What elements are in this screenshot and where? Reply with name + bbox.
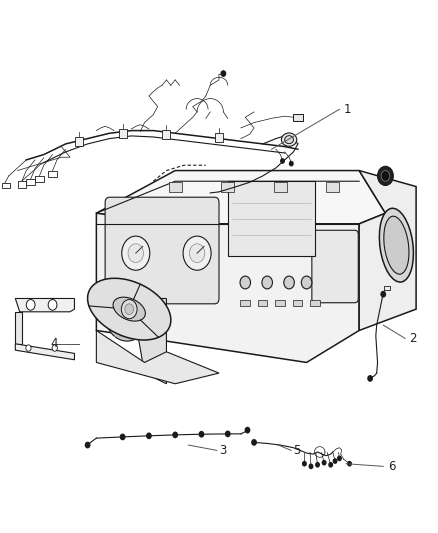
- Text: 5: 5: [293, 444, 301, 457]
- Circle shape: [48, 300, 57, 310]
- Ellipse shape: [105, 288, 149, 341]
- Circle shape: [252, 440, 256, 445]
- Circle shape: [329, 463, 332, 467]
- Polygon shape: [88, 278, 171, 340]
- Bar: [221, 182, 234, 192]
- Circle shape: [122, 236, 150, 270]
- Polygon shape: [113, 297, 145, 321]
- Text: 6: 6: [388, 460, 395, 473]
- Circle shape: [120, 434, 125, 440]
- Circle shape: [316, 463, 319, 467]
- Circle shape: [381, 171, 390, 181]
- FancyBboxPatch shape: [228, 181, 315, 256]
- Text: 4: 4: [50, 337, 58, 350]
- Polygon shape: [131, 298, 166, 384]
- Circle shape: [290, 161, 293, 166]
- Bar: [48, 171, 57, 177]
- Circle shape: [226, 431, 230, 437]
- Bar: [162, 130, 170, 139]
- Circle shape: [147, 433, 151, 439]
- Circle shape: [322, 461, 326, 465]
- Polygon shape: [96, 330, 219, 384]
- Bar: [2, 183, 10, 188]
- Circle shape: [301, 276, 312, 289]
- FancyBboxPatch shape: [105, 197, 219, 304]
- Circle shape: [128, 244, 144, 263]
- Circle shape: [26, 300, 35, 310]
- Circle shape: [26, 345, 31, 351]
- Bar: [293, 300, 302, 306]
- Bar: [18, 181, 26, 188]
- Circle shape: [303, 462, 306, 466]
- Bar: [326, 182, 339, 192]
- Circle shape: [381, 292, 385, 297]
- Bar: [35, 176, 44, 182]
- Bar: [384, 286, 390, 290]
- Circle shape: [348, 462, 351, 466]
- Circle shape: [281, 159, 284, 163]
- Polygon shape: [15, 312, 22, 344]
- Ellipse shape: [281, 133, 297, 147]
- Ellipse shape: [285, 136, 293, 144]
- Circle shape: [262, 276, 272, 289]
- Circle shape: [125, 304, 134, 314]
- Circle shape: [183, 236, 211, 270]
- Bar: [75, 137, 83, 146]
- Polygon shape: [96, 171, 385, 224]
- Circle shape: [309, 464, 313, 469]
- Bar: [26, 179, 35, 185]
- Bar: [310, 300, 320, 306]
- Bar: [240, 300, 250, 306]
- Circle shape: [85, 442, 90, 448]
- Circle shape: [52, 345, 57, 351]
- Circle shape: [245, 427, 250, 433]
- Circle shape: [240, 276, 251, 289]
- Circle shape: [378, 166, 393, 185]
- Circle shape: [284, 276, 294, 289]
- Ellipse shape: [384, 216, 409, 274]
- Polygon shape: [15, 344, 74, 360]
- Bar: [293, 114, 303, 121]
- Bar: [258, 300, 267, 306]
- Circle shape: [121, 300, 137, 319]
- Circle shape: [333, 459, 337, 463]
- FancyBboxPatch shape: [312, 230, 358, 303]
- Circle shape: [189, 244, 205, 263]
- Circle shape: [173, 432, 177, 438]
- Bar: [215, 133, 223, 142]
- Bar: [119, 129, 127, 138]
- Polygon shape: [359, 171, 416, 330]
- Bar: [169, 182, 182, 192]
- Circle shape: [338, 456, 341, 461]
- Bar: [275, 300, 285, 306]
- Text: 2: 2: [410, 332, 417, 345]
- Circle shape: [221, 71, 226, 76]
- Text: 1: 1: [344, 103, 351, 116]
- Polygon shape: [96, 213, 359, 362]
- Polygon shape: [15, 298, 74, 312]
- Text: 3: 3: [219, 444, 226, 457]
- Ellipse shape: [379, 208, 413, 282]
- Circle shape: [368, 376, 372, 381]
- Circle shape: [199, 432, 204, 437]
- Bar: [274, 182, 287, 192]
